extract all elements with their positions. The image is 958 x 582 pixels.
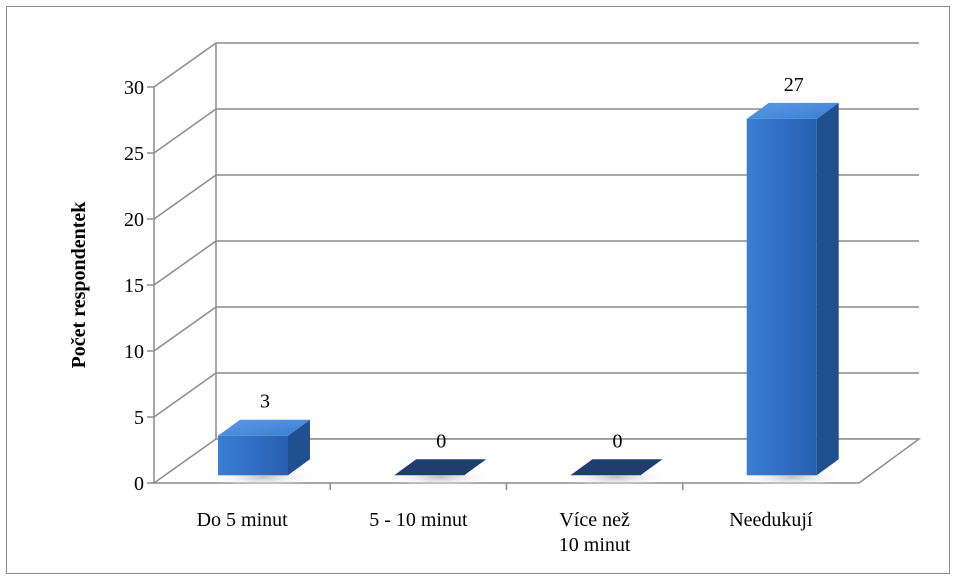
category-labels: Do 5 minut 5 - 10 minut Více než 10 minut Ne… <box>197 509 813 556</box>
y-tick-label: 25 <box>124 143 144 165</box>
y-tick-label: 0 <box>134 473 144 495</box>
category-label: 5 - 10 minut <box>369 509 468 531</box>
bar-top <box>570 459 663 476</box>
bar-top <box>746 102 839 119</box>
bar <box>738 102 845 488</box>
gridline-diagonal <box>153 108 217 154</box>
y-tick-label: 30 <box>124 77 144 99</box>
gridline-diagonal <box>153 306 217 352</box>
data-labels: 3 0 0 27 <box>260 74 804 452</box>
chart-frame: 0 5 10 15 20 25 30 3 0 0 27 Do 5 minut 5 - 10 minu… <box>6 6 950 574</box>
bar <box>562 459 669 488</box>
bar-front <box>217 435 288 476</box>
gridlines <box>153 42 919 440</box>
bar <box>209 419 316 488</box>
category-label: Do 5 minut <box>197 509 289 531</box>
gridline-diagonal <box>153 240 217 286</box>
bar-front <box>746 118 817 476</box>
data-label: 27 <box>784 74 804 96</box>
axes <box>147 43 922 490</box>
y-tick-labels: 0 5 10 15 20 25 30 <box>124 77 144 495</box>
gridline-diagonal <box>153 372 217 418</box>
y-tick-label: 15 <box>124 275 144 297</box>
category-label: Více než 10 minut <box>559 509 631 556</box>
data-label: 0 <box>436 430 446 452</box>
gridline-diagonal <box>153 174 217 220</box>
y-tick-label: 5 <box>134 407 144 429</box>
bar-top <box>394 459 487 476</box>
category-label: Needukují <box>729 509 813 531</box>
bar-side <box>287 419 310 476</box>
bars <box>209 102 845 488</box>
gridline-diagonal <box>153 42 217 88</box>
y-tick-label: 10 <box>124 341 144 363</box>
data-label: 0 <box>612 430 622 452</box>
data-label: 3 <box>260 391 270 413</box>
y-tick-label: 20 <box>124 209 144 231</box>
bar-top <box>217 419 310 436</box>
bar <box>386 459 493 488</box>
bar-side <box>816 102 839 476</box>
y-axis-title: Počet respondentek <box>68 201 90 369</box>
